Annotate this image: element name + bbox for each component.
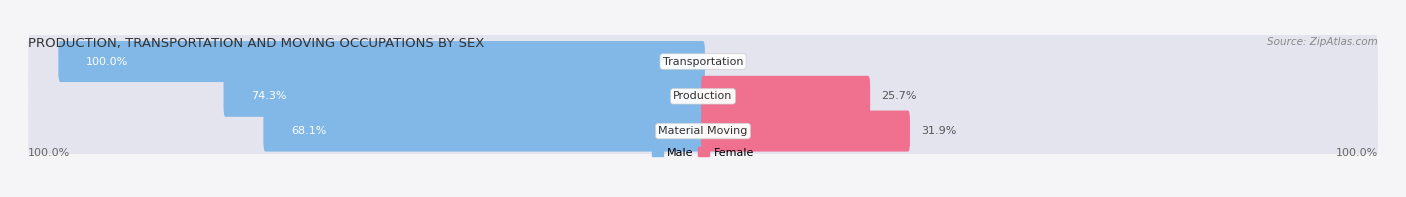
Text: 100.0%: 100.0%: [86, 57, 128, 67]
FancyBboxPatch shape: [702, 76, 870, 117]
FancyBboxPatch shape: [28, 102, 1378, 160]
Text: 25.7%: 25.7%: [882, 91, 917, 101]
Legend: Male, Female: Male, Female: [652, 147, 754, 158]
Text: 100.0%: 100.0%: [28, 149, 70, 158]
Text: Transportation: Transportation: [662, 57, 744, 67]
Text: Source: ZipAtlas.com: Source: ZipAtlas.com: [1267, 36, 1378, 46]
FancyBboxPatch shape: [702, 111, 910, 151]
FancyBboxPatch shape: [263, 111, 704, 151]
FancyBboxPatch shape: [224, 76, 704, 117]
Text: 74.3%: 74.3%: [252, 91, 287, 101]
Text: 0.0%: 0.0%: [716, 57, 744, 67]
FancyBboxPatch shape: [28, 67, 1378, 125]
Text: 100.0%: 100.0%: [1336, 149, 1378, 158]
Text: Material Moving: Material Moving: [658, 126, 748, 136]
Text: 68.1%: 68.1%: [291, 126, 326, 136]
Text: Production: Production: [673, 91, 733, 101]
FancyBboxPatch shape: [28, 33, 1378, 90]
Text: 31.9%: 31.9%: [921, 126, 956, 136]
Text: PRODUCTION, TRANSPORTATION AND MOVING OCCUPATIONS BY SEX: PRODUCTION, TRANSPORTATION AND MOVING OC…: [28, 36, 485, 49]
FancyBboxPatch shape: [58, 41, 704, 82]
